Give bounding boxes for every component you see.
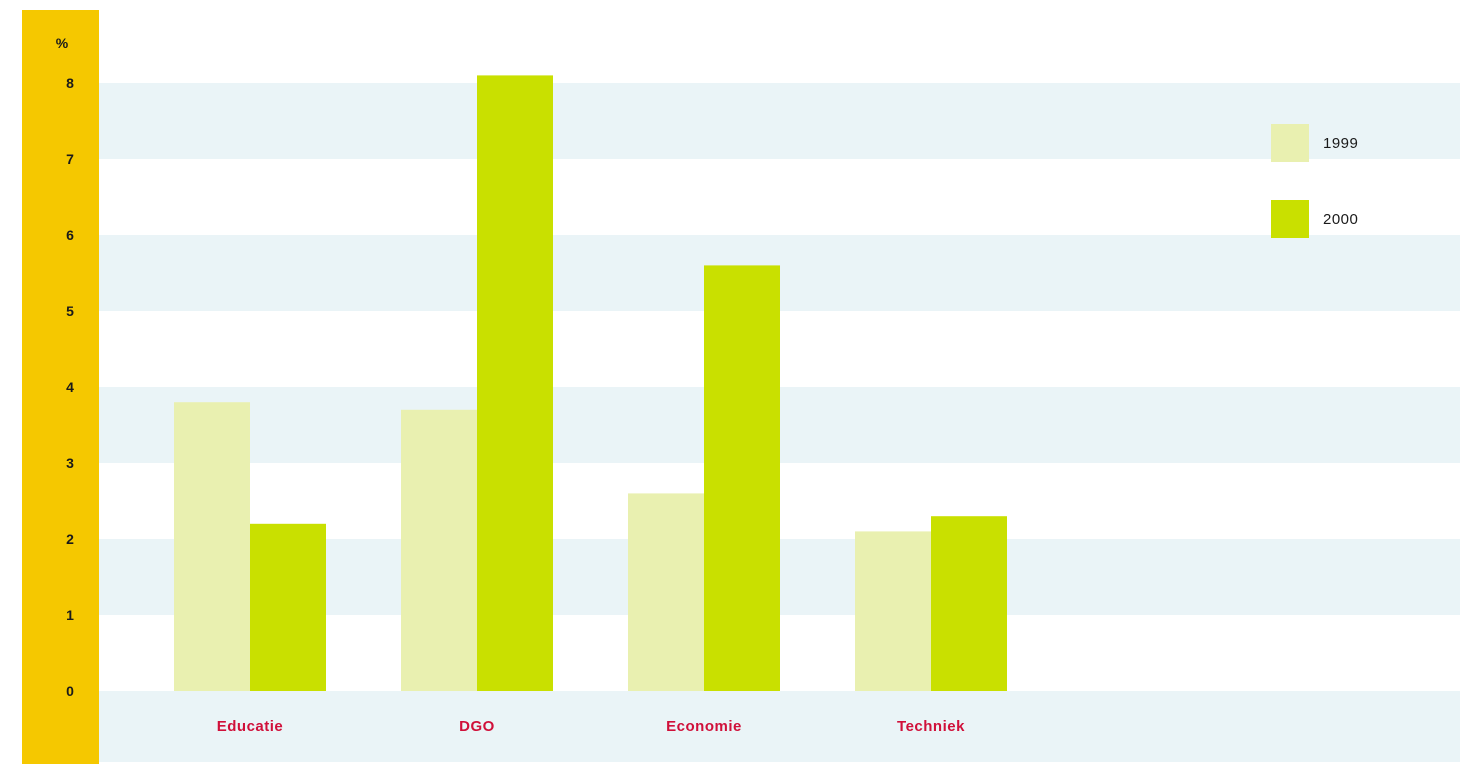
category-label: Techniek: [897, 718, 965, 735]
bars: [174, 75, 1007, 691]
bar-1999-techniek: [855, 531, 931, 691]
category-label: Economie: [666, 718, 742, 735]
bar-2000-educatie: [250, 523, 326, 691]
category-label: Educatie: [217, 718, 284, 735]
category-band: [99, 691, 1460, 762]
bar-1999-educatie: [174, 402, 250, 691]
bar-1999-dgo: [401, 409, 477, 691]
bar-2000-economie: [704, 265, 780, 691]
bar-2000-dgo: [477, 75, 553, 691]
legend-swatch: [1271, 200, 1309, 238]
y-tick-label: 8: [66, 75, 74, 91]
grid-band: [99, 83, 1460, 159]
y-tick-label: 2: [66, 531, 74, 547]
y-tick-label: 4: [66, 379, 74, 395]
y-tick-label: 5: [66, 303, 74, 319]
category-label: DGO: [459, 718, 495, 735]
y-axis-unit-label: %: [56, 35, 69, 51]
y-tick-label: 3: [66, 455, 74, 471]
y-axis-panel: [22, 10, 99, 764]
y-axis-ticks: 0 1 2 3 4 5 6 7 8: [66, 75, 74, 699]
y-tick-label: 1: [66, 607, 74, 623]
y-tick-label: 0: [66, 683, 74, 699]
legend: 1999 2000: [1271, 124, 1358, 238]
bar-1999-economie: [628, 493, 704, 691]
legend-swatch: [1271, 124, 1309, 162]
y-tick-label: 6: [66, 227, 74, 243]
legend-label: 2000: [1323, 211, 1358, 228]
y-tick-label: 7: [66, 151, 74, 167]
category-labels: Educatie DGO Economie Techniek: [217, 718, 965, 735]
bar-2000-techniek: [931, 516, 1007, 691]
legend-label: 1999: [1323, 135, 1358, 152]
